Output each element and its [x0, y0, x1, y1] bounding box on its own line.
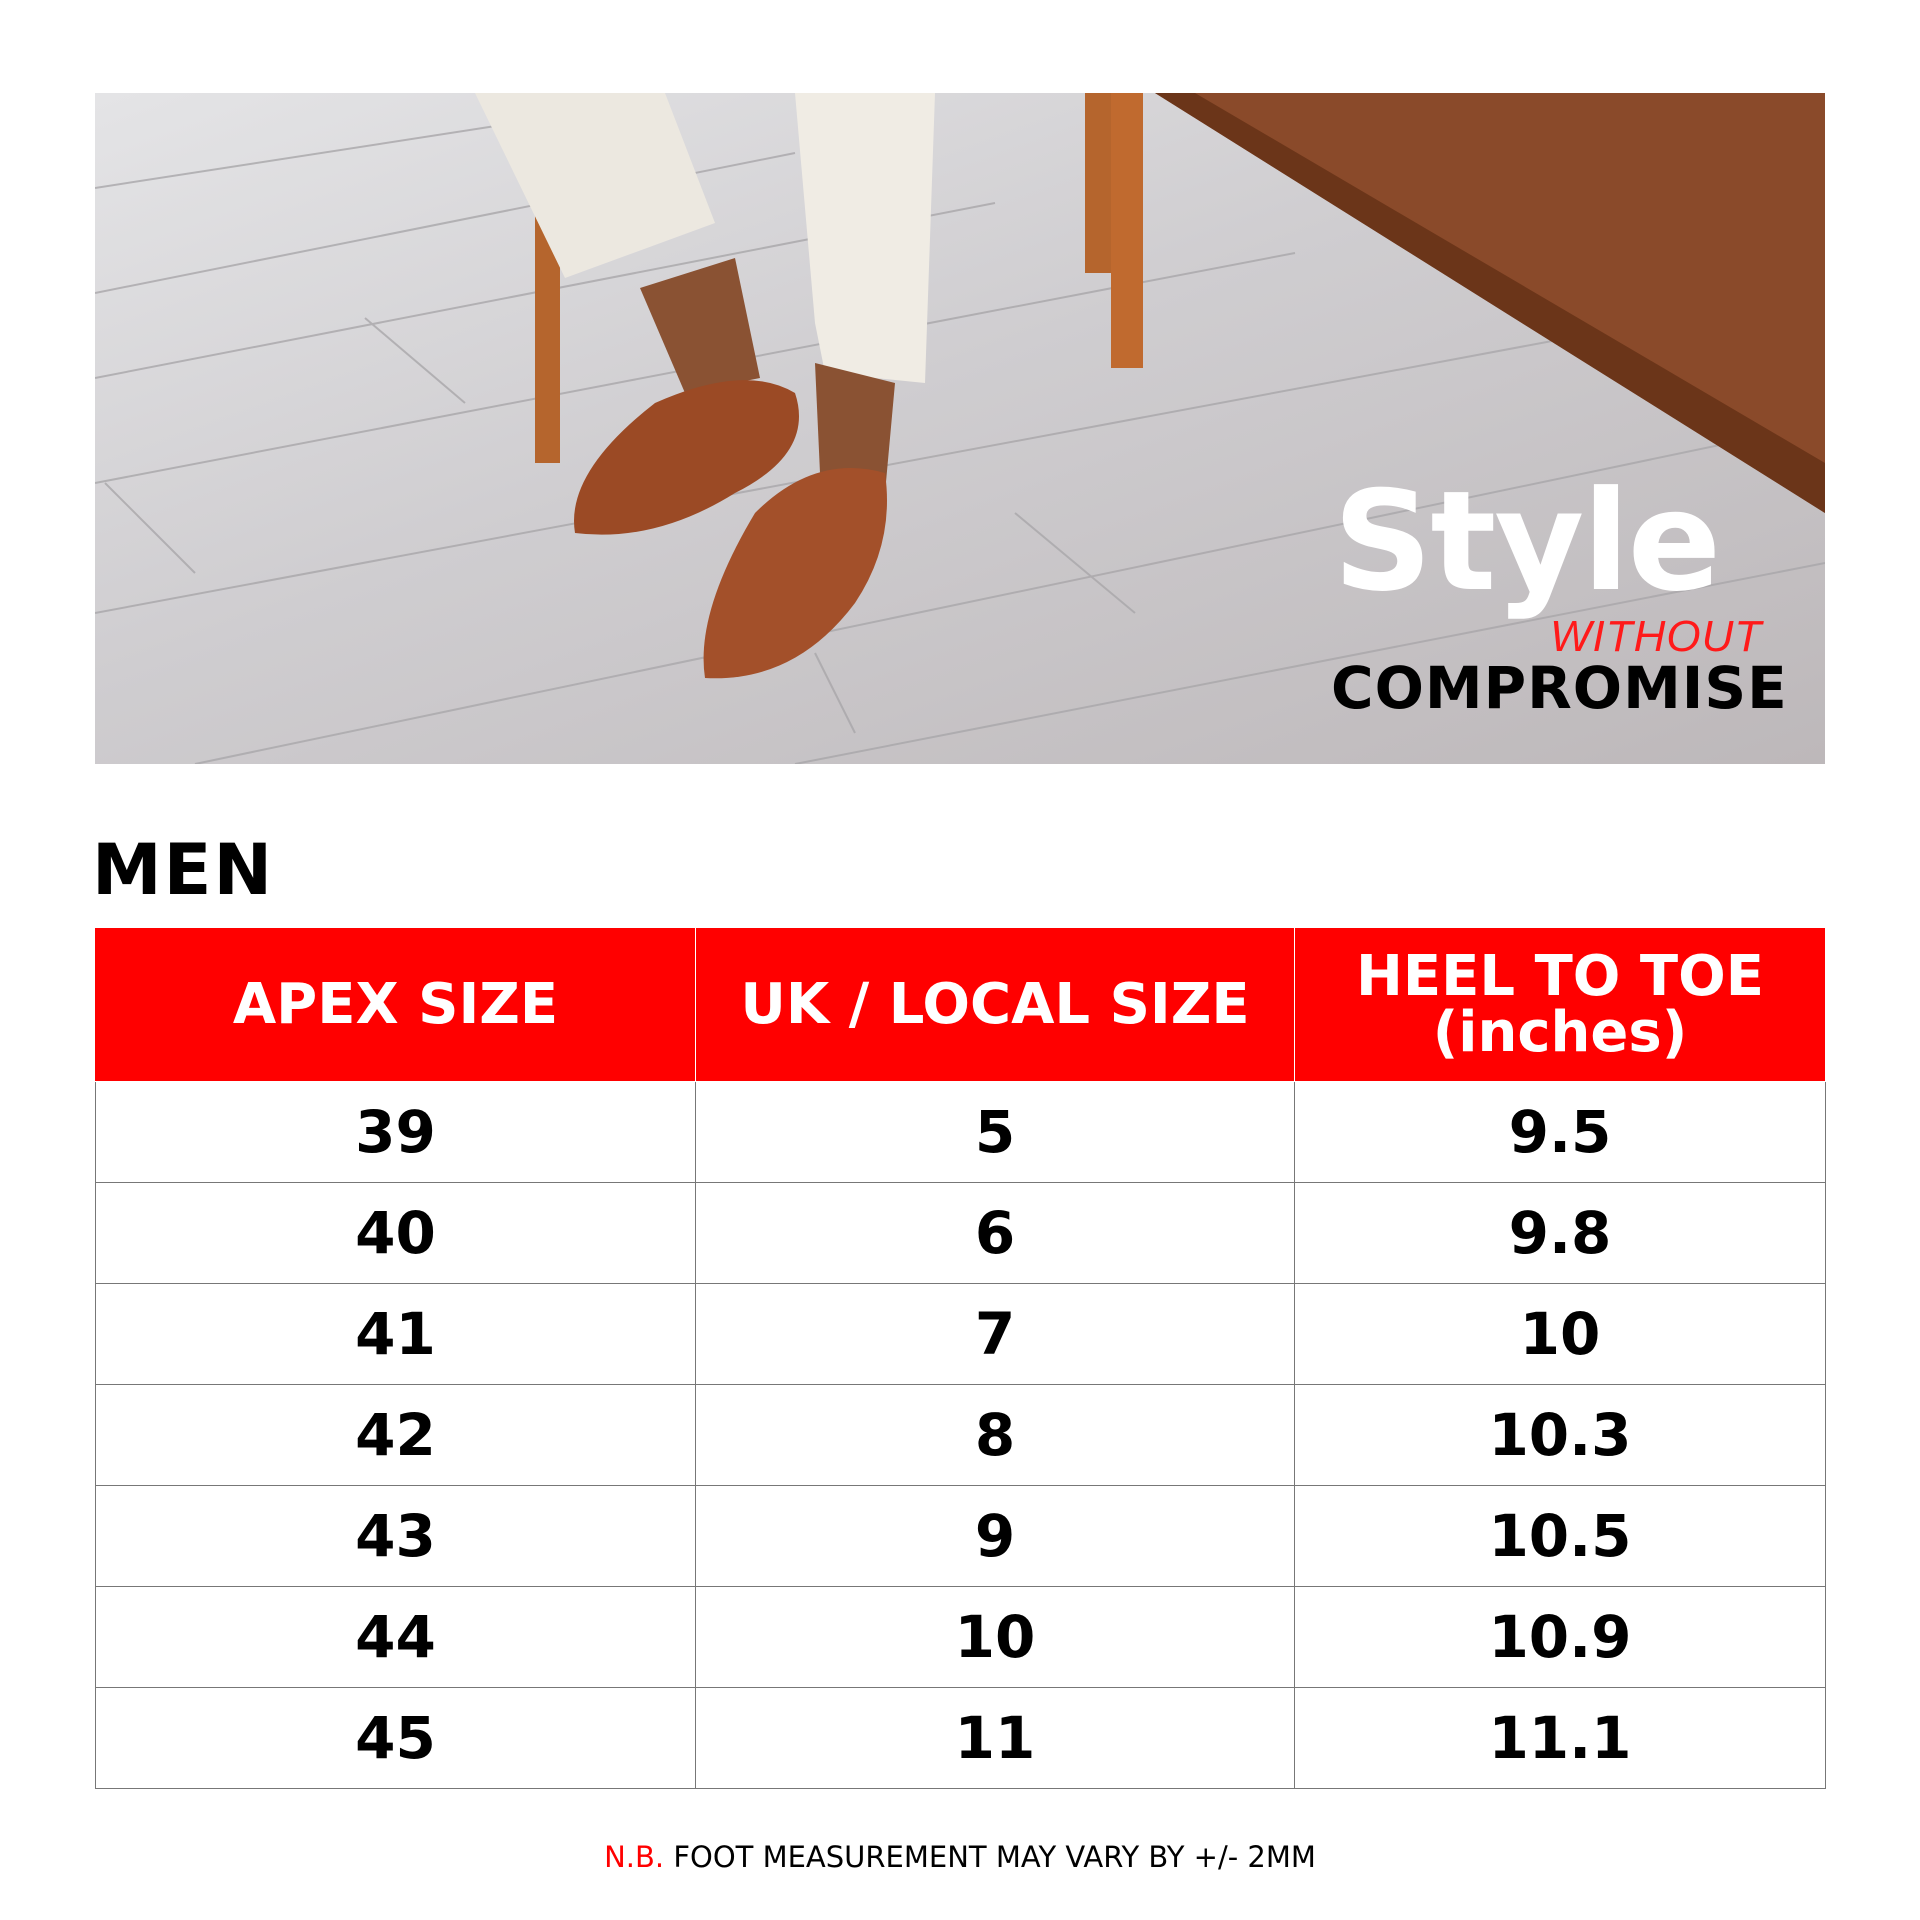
hero-accent-text: WITHOUT	[1550, 612, 1763, 661]
hero-photo: Style WITHOUT COMPROMISE	[95, 93, 1825, 764]
cell-heel-to-toe: 11.1	[1294, 1687, 1826, 1789]
cell-heel-to-toe: 10	[1294, 1283, 1826, 1385]
cell-heel-to-toe: 10.3	[1294, 1384, 1826, 1486]
cell-uk-size: 8	[695, 1384, 1295, 1486]
table-row: 44 10 10.9	[95, 1586, 1826, 1688]
table-row: 45 11 11.1	[95, 1687, 1826, 1789]
column-header-apex-size: APEX SIZE	[95, 927, 696, 1082]
footnote: N.B. FOOT MEASUREMENT MAY VARY BY +/- 2M…	[0, 1840, 1920, 1874]
table-header-row: APEX SIZE UK / LOCAL SIZE HEEL TO TOE (i…	[95, 927, 1826, 1082]
footnote-text: FOOT MEASUREMENT MAY VARY BY +/- 2MM	[673, 1840, 1316, 1874]
section-title: MEN	[92, 829, 275, 911]
cell-apex-size: 45	[95, 1687, 696, 1789]
cell-uk-size: 11	[695, 1687, 1295, 1789]
table-row: 40 6 9.8	[95, 1182, 1826, 1284]
column-header-heel-to-toe: HEEL TO TOE (inches)	[1294, 927, 1826, 1082]
cell-apex-size: 42	[95, 1384, 696, 1486]
cell-heel-to-toe: 10.5	[1294, 1485, 1826, 1587]
cell-heel-to-toe: 9.8	[1294, 1182, 1826, 1284]
cell-apex-size: 41	[95, 1283, 696, 1385]
size-chart-table: APEX SIZE UK / LOCAL SIZE HEEL TO TOE (i…	[95, 927, 1826, 1789]
cell-apex-size: 43	[95, 1485, 696, 1587]
cell-apex-size: 39	[95, 1081, 696, 1183]
hero-subline: COMPROMISE	[1331, 654, 1788, 722]
cell-uk-size: 6	[695, 1182, 1295, 1284]
footnote-prefix: N.B.	[604, 1840, 665, 1874]
cell-heel-to-toe: 9.5	[1294, 1081, 1826, 1183]
table-row: 39 5 9.5	[95, 1081, 1826, 1183]
cell-apex-size: 40	[95, 1182, 696, 1284]
table-row: 42 8 10.3	[95, 1384, 1826, 1486]
table-row: 43 9 10.5	[95, 1485, 1826, 1587]
cell-uk-size: 10	[695, 1586, 1295, 1688]
cell-heel-to-toe: 10.9	[1294, 1586, 1826, 1688]
cell-uk-size: 7	[695, 1283, 1295, 1385]
cell-uk-size: 5	[695, 1081, 1295, 1183]
table-row: 41 7 10	[95, 1283, 1826, 1385]
cell-apex-size: 44	[95, 1586, 696, 1688]
column-header-uk-size: UK / LOCAL SIZE	[695, 927, 1295, 1082]
hero-headline: Style	[1333, 461, 1721, 622]
cell-uk-size: 9	[695, 1485, 1295, 1587]
shoes-photo-illustration	[95, 93, 1825, 764]
